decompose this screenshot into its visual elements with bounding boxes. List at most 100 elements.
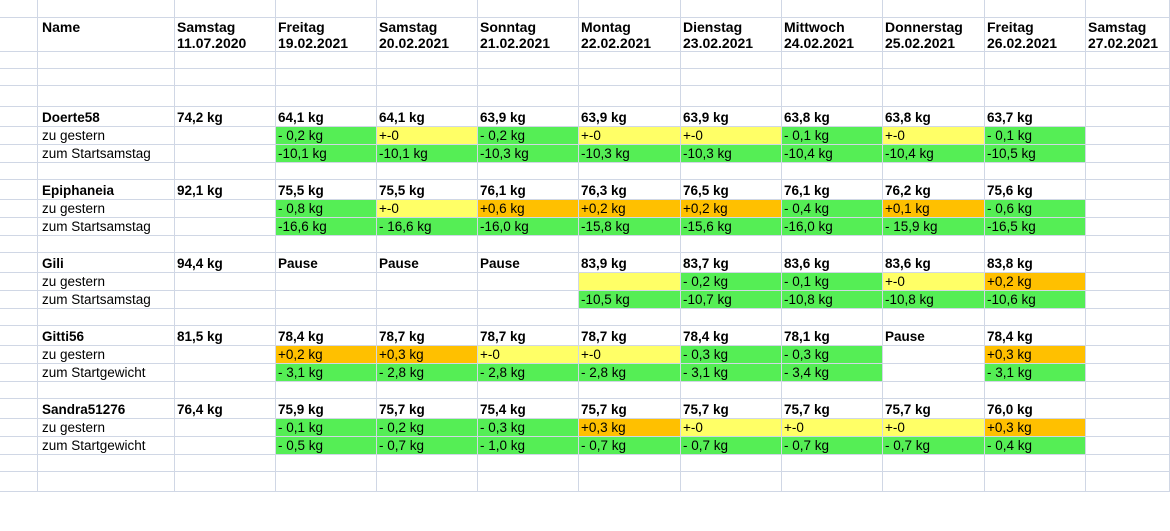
empty-cell[interactable] xyxy=(377,309,478,326)
person-name-cell[interactable]: Epiphaneia xyxy=(38,180,175,200)
weight-cell[interactable] xyxy=(1086,253,1170,273)
empty-cell[interactable] xyxy=(1086,382,1170,399)
delta-cell[interactable] xyxy=(175,364,276,382)
delta-cell[interactable]: - 0,2 kg xyxy=(276,127,377,145)
empty-cell[interactable] xyxy=(175,0,276,18)
row-gutter-cell[interactable] xyxy=(0,127,38,145)
weight-cell[interactable]: 75,7 kg xyxy=(782,399,883,419)
weight-cell[interactable]: 76,3 kg xyxy=(579,180,681,200)
delta-cell[interactable] xyxy=(175,218,276,236)
empty-cell[interactable] xyxy=(985,455,1086,472)
empty-cell[interactable] xyxy=(883,52,985,69)
row-gutter-cell[interactable] xyxy=(0,86,38,107)
empty-cell[interactable] xyxy=(782,309,883,326)
delta-cell[interactable]: -16,0 kg xyxy=(782,218,883,236)
row-label-cell[interactable]: zum Startsamstag xyxy=(38,218,175,236)
empty-cell[interactable] xyxy=(175,236,276,253)
row-label-cell[interactable]: zu gestern xyxy=(38,419,175,437)
weight-cell[interactable]: 76,2 kg xyxy=(883,180,985,200)
delta-cell[interactable]: +0,1 kg xyxy=(883,200,985,218)
weight-cell[interactable]: 78,4 kg xyxy=(681,326,782,346)
empty-cell[interactable] xyxy=(38,309,175,326)
row-gutter-cell[interactable] xyxy=(0,107,38,127)
delta-cell[interactable] xyxy=(276,291,377,309)
delta-cell[interactable]: - 0,7 kg xyxy=(579,437,681,455)
weight-cell[interactable]: 75,5 kg xyxy=(377,180,478,200)
empty-cell[interactable] xyxy=(175,52,276,69)
empty-cell[interactable] xyxy=(478,69,579,86)
empty-cell[interactable] xyxy=(883,455,985,472)
empty-cell[interactable] xyxy=(681,382,782,399)
delta-cell[interactable]: +-0 xyxy=(883,273,985,291)
empty-cell[interactable] xyxy=(175,382,276,399)
row-gutter-cell[interactable] xyxy=(0,200,38,218)
empty-cell[interactable] xyxy=(377,163,478,180)
empty-cell[interactable] xyxy=(276,382,377,399)
empty-cell[interactable] xyxy=(276,455,377,472)
empty-cell[interactable] xyxy=(579,163,681,180)
weight-cell[interactable]: 76,4 kg xyxy=(175,399,276,419)
delta-cell[interactable]: - 0,6 kg xyxy=(985,200,1086,218)
delta-cell[interactable]: +-0 xyxy=(883,419,985,437)
delta-cell[interactable]: -10,4 kg xyxy=(883,145,985,163)
delta-cell[interactable]: - 0,7 kg xyxy=(883,437,985,455)
row-gutter-cell[interactable] xyxy=(0,273,38,291)
empty-cell[interactable] xyxy=(478,472,579,492)
weight-cell[interactable]: 64,1 kg xyxy=(276,107,377,127)
delta-cell[interactable] xyxy=(1086,364,1170,382)
delta-cell[interactable] xyxy=(1086,145,1170,163)
delta-cell[interactable]: - 0,4 kg xyxy=(782,200,883,218)
row-gutter-cell[interactable] xyxy=(0,253,38,273)
delta-cell[interactable]: - 3,4 kg xyxy=(782,364,883,382)
delta-cell[interactable]: +0,3 kg xyxy=(985,419,1086,437)
header-date-cell[interactable]: Samstag 20.02.2021 xyxy=(377,18,478,52)
row-gutter-cell[interactable] xyxy=(0,18,38,52)
empty-cell[interactable] xyxy=(478,163,579,180)
header-date-cell[interactable]: Freitag 19.02.2021 xyxy=(276,18,377,52)
empty-cell[interactable] xyxy=(38,236,175,253)
weight-cell[interactable]: Pause xyxy=(883,326,985,346)
empty-cell[interactable] xyxy=(276,236,377,253)
weight-cell[interactable]: 83,9 kg xyxy=(579,253,681,273)
row-label-cell[interactable]: zu gestern xyxy=(38,127,175,145)
delta-cell[interactable]: - 0,8 kg xyxy=(276,200,377,218)
empty-cell[interactable] xyxy=(377,455,478,472)
empty-cell[interactable] xyxy=(681,236,782,253)
weight-cell[interactable]: 63,9 kg xyxy=(681,107,782,127)
header-date-cell[interactable]: Dienstag 23.02.2021 xyxy=(681,18,782,52)
empty-cell[interactable] xyxy=(38,472,175,492)
row-gutter-cell[interactable] xyxy=(0,52,38,69)
empty-cell[interactable] xyxy=(579,382,681,399)
delta-cell[interactable] xyxy=(1086,291,1170,309)
delta-cell[interactable] xyxy=(579,273,681,291)
empty-cell[interactable] xyxy=(1086,0,1170,18)
delta-cell[interactable]: - 0,1 kg xyxy=(985,127,1086,145)
empty-cell[interactable] xyxy=(38,69,175,86)
row-gutter-cell[interactable] xyxy=(0,145,38,163)
delta-cell[interactable]: - 0,3 kg xyxy=(478,419,579,437)
delta-cell[interactable]: - 3,1 kg xyxy=(985,364,1086,382)
empty-cell[interactable] xyxy=(883,309,985,326)
delta-cell[interactable] xyxy=(1086,218,1170,236)
weight-cell[interactable]: 63,9 kg xyxy=(478,107,579,127)
weight-cell[interactable]: 63,8 kg xyxy=(883,107,985,127)
delta-cell[interactable] xyxy=(175,145,276,163)
delta-cell[interactable] xyxy=(1086,273,1170,291)
empty-cell[interactable] xyxy=(883,163,985,180)
empty-cell[interactable] xyxy=(1086,236,1170,253)
weight-cell[interactable]: 76,5 kg xyxy=(681,180,782,200)
empty-cell[interactable] xyxy=(38,0,175,18)
empty-cell[interactable] xyxy=(985,0,1086,18)
delta-cell[interactable]: - 0,3 kg xyxy=(681,346,782,364)
person-name-cell[interactable]: Gitti56 xyxy=(38,326,175,346)
empty-cell[interactable] xyxy=(478,0,579,18)
delta-cell[interactable] xyxy=(478,291,579,309)
delta-cell[interactable]: +0,2 kg xyxy=(681,200,782,218)
delta-cell[interactable]: - 2,8 kg xyxy=(579,364,681,382)
empty-cell[interactable] xyxy=(175,86,276,107)
row-gutter-cell[interactable] xyxy=(0,291,38,309)
delta-cell[interactable]: -10,4 kg xyxy=(782,145,883,163)
empty-cell[interactable] xyxy=(478,382,579,399)
empty-cell[interactable] xyxy=(782,69,883,86)
delta-cell[interactable] xyxy=(1086,200,1170,218)
